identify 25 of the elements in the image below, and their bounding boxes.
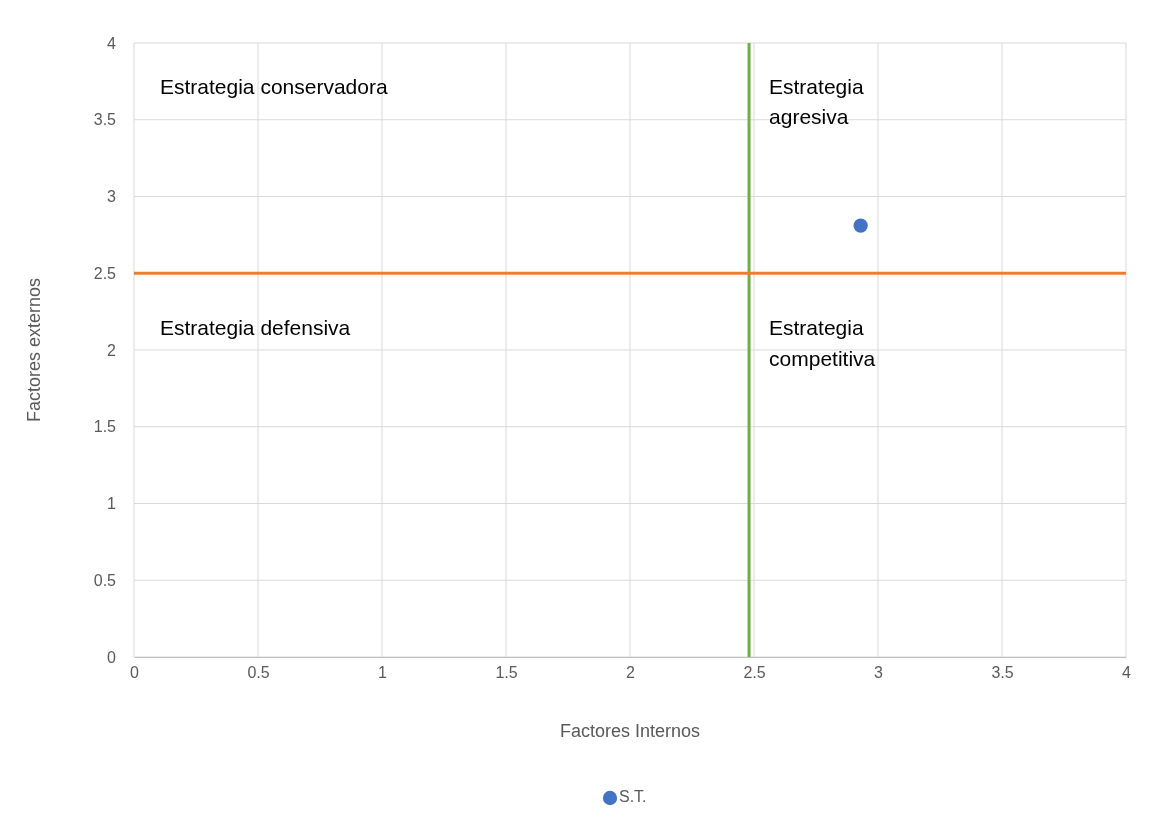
y-tick-label: 0.5 [93, 571, 117, 589]
y-tick-label: 3 [107, 188, 117, 206]
x-tick-label: 2.5 [743, 664, 766, 682]
x-tick-label: 0 [130, 664, 140, 682]
y-tick-label: 2.5 [93, 264, 117, 282]
annotation: Estrategia defensiva [160, 315, 351, 339]
x-tick-label: 3.5 [991, 664, 1014, 682]
y-axis-title: Factores externos [24, 277, 44, 423]
y-tick-label: 3.5 [93, 111, 117, 129]
legend-label: S.T. [619, 788, 647, 806]
y-tick-label: 1.5 [93, 418, 117, 436]
x-axis-title: Factores Internos [559, 721, 701, 741]
x-tick-label: 4 [1122, 664, 1132, 682]
x-tick-label: 0.5 [247, 664, 270, 682]
x-tick-label: 1 [378, 664, 388, 682]
y-tick-label: 2 [107, 341, 117, 359]
x-tick-label: 2 [626, 664, 636, 682]
x-tick-label: 3 [874, 664, 884, 682]
annotation: Estrategia competitiva [769, 315, 876, 370]
y-tick-label: 4 [107, 34, 117, 52]
x-tick-label: 1.5 [495, 664, 518, 682]
annotation: Estrategia conservadora [160, 74, 388, 98]
y-tick-label: 0 [107, 648, 117, 666]
annotation: Estrategia agresiva [769, 74, 864, 128]
y-tick-label: 1 [107, 495, 117, 513]
